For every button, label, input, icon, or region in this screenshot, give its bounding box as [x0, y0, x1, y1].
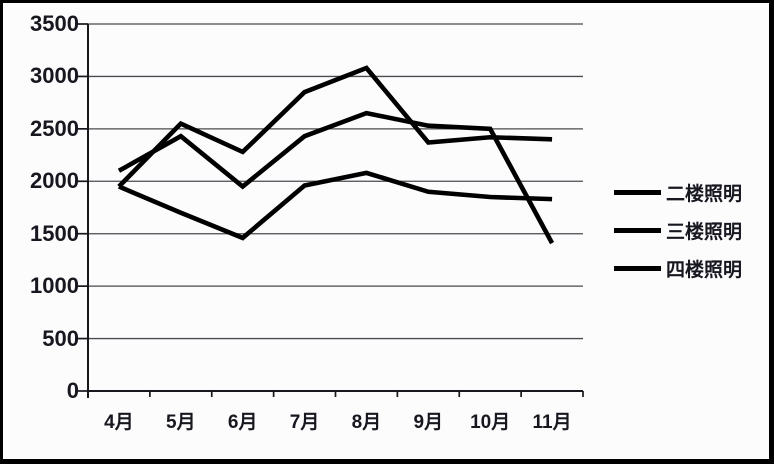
legend-label: 四楼照明	[666, 259, 743, 281]
x-tick-label: 4月	[104, 412, 134, 433]
legend-label: 二楼照明	[666, 183, 743, 205]
x-tick-label: 10月	[470, 412, 511, 433]
x-tick-label: 9月	[413, 412, 444, 433]
y-tick-label: 500	[42, 325, 79, 351]
legend-line-swatch	[614, 265, 661, 271]
legend-item: 三楼照明	[614, 218, 743, 243]
y-tick-label: 2000	[30, 168, 79, 194]
x-tick-label: 6月	[227, 412, 258, 433]
y-tick-label: 1500	[30, 220, 79, 246]
x-tick-label: 5月	[166, 412, 196, 433]
legend-line-swatch	[614, 227, 661, 233]
y-tick-label: 2500	[30, 115, 79, 141]
legend-item: 四楼照明	[614, 256, 743, 281]
legend-label: 三楼照明	[666, 221, 743, 243]
legend-line-swatch	[614, 189, 661, 195]
series-line-1	[118, 170, 553, 241]
x-tick-label: 7月	[289, 412, 320, 433]
y-tick-label: 3000	[30, 63, 79, 89]
legend-item: 二楼照明	[614, 180, 743, 205]
series-line-2	[117, 65, 553, 189]
x-tick-label: 8月	[351, 412, 382, 433]
series-line-0	[117, 110, 555, 245]
x-tick-label: 11月	[532, 412, 572, 433]
y-tick-label: 0	[66, 378, 79, 403]
y-tick-label: 3500	[30, 11, 79, 36]
y-tick-label: 1000	[30, 273, 79, 299]
